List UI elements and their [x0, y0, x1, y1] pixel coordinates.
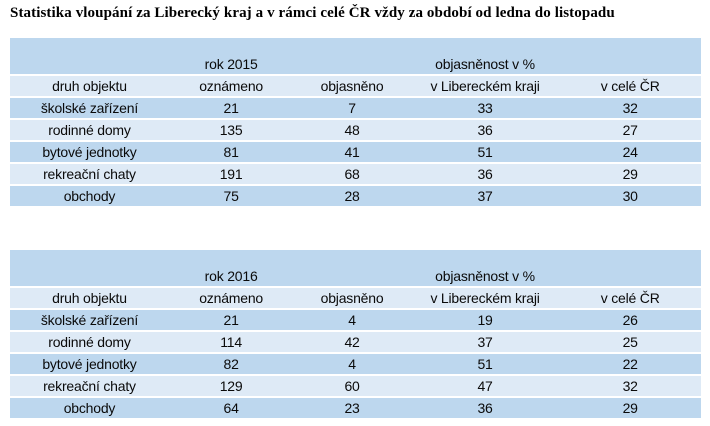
value-cell: 47	[410, 375, 560, 398]
band-spacer	[559, 250, 701, 288]
value-cell: 68	[293, 163, 411, 186]
page-title: Statistika vloupání za Liberecký kraj a …	[10, 5, 615, 21]
row-label: rekreační chaty	[10, 163, 169, 186]
row-label: bytové jednotky	[10, 353, 169, 376]
band-spacer	[10, 250, 169, 288]
value-cell: 28	[293, 185, 411, 208]
table-row: bytové jednotky 82 4 51 22	[10, 353, 701, 376]
value-cell: 33	[410, 97, 560, 120]
value-cell: 29	[559, 397, 701, 420]
value-cell: 22	[559, 353, 701, 376]
value-cell: 82	[168, 353, 294, 376]
row-label: obchody	[10, 185, 169, 208]
table-row: rekreační chaty 191 68 36 29	[10, 163, 701, 186]
value-cell: 26	[559, 309, 701, 332]
column-header-oznameno: oznámeno	[168, 287, 294, 310]
band-spacer	[293, 250, 411, 288]
value-cell: 21	[168, 97, 294, 120]
table-row: rekreační chaty 129 60 47 32	[10, 375, 701, 398]
value-cell: 32	[559, 97, 701, 120]
value-cell: 4	[293, 353, 411, 376]
value-cell: 27	[559, 119, 701, 142]
value-cell: 29	[559, 163, 701, 186]
band-spacer	[10, 38, 169, 76]
column-header-oznameno: oznámeno	[168, 75, 294, 98]
column-header-libereckem-kraji: v Libereckém kraji	[410, 287, 560, 310]
value-cell: 36	[410, 163, 560, 186]
table-row: obchody 75 28 37 30	[10, 185, 701, 208]
value-cell: 23	[293, 397, 411, 420]
value-cell: 191	[168, 163, 294, 186]
value-cell: 4	[293, 309, 411, 332]
value-cell: 37	[410, 331, 560, 354]
clearance-group-label: objasněnost v %	[410, 250, 560, 288]
value-cell: 129	[168, 375, 294, 398]
value-cell: 25	[559, 331, 701, 354]
header-row: druh objektu oznámeno objasněno v Libere…	[10, 287, 701, 310]
year-label: rok 2015	[168, 38, 294, 76]
table-row: bytové jednotky 81 41 51 24	[10, 141, 701, 164]
value-cell: 51	[410, 141, 560, 164]
band-spacer	[293, 38, 411, 76]
value-cell: 48	[293, 119, 411, 142]
band-spacer	[559, 38, 701, 76]
table-row: školské zařízení 21 7 33 32	[10, 97, 701, 120]
column-header-libereckem-kraji: v Libereckém kraji	[410, 75, 560, 98]
row-label: rodinné domy	[10, 119, 169, 142]
row-label: školské zařízení	[10, 97, 169, 120]
value-cell: 21	[168, 309, 294, 332]
band-row: rok 2015 objasněnost v %	[10, 38, 701, 76]
band-row: rok 2016 objasněnost v %	[10, 250, 701, 288]
value-cell: 30	[559, 185, 701, 208]
column-header-cele-cr: v celé ČR	[559, 75, 701, 98]
row-label: rodinné domy	[10, 331, 169, 354]
value-cell: 36	[410, 119, 560, 142]
value-cell: 42	[293, 331, 411, 354]
statistics-table-2015: rok 2015 objasněnost v % druh objektu oz…	[10, 38, 701, 208]
statistics-table-2016: rok 2016 objasněnost v % druh objektu oz…	[10, 250, 701, 420]
value-cell: 32	[559, 375, 701, 398]
column-header-druh-objektu: druh objektu	[10, 75, 169, 98]
row-label: bytové jednotky	[10, 141, 169, 164]
table-row: rodinné domy 135 48 36 27	[10, 119, 701, 142]
value-cell: 114	[168, 331, 294, 354]
value-cell: 41	[293, 141, 411, 164]
value-cell: 24	[559, 141, 701, 164]
value-cell: 51	[410, 353, 560, 376]
column-header-objasneno: objasněno	[293, 75, 411, 98]
value-cell: 36	[410, 397, 560, 420]
value-cell: 64	[168, 397, 294, 420]
value-cell: 19	[410, 309, 560, 332]
column-header-cele-cr: v celé ČR	[559, 287, 701, 310]
row-label: obchody	[10, 397, 169, 420]
value-cell: 135	[168, 119, 294, 142]
value-cell: 60	[293, 375, 411, 398]
row-label: školské zařízení	[10, 309, 169, 332]
year-label: rok 2016	[168, 250, 294, 288]
value-cell: 7	[293, 97, 411, 120]
table-row: obchody 64 23 36 29	[10, 397, 701, 420]
table-row: školské zařízení 21 4 19 26	[10, 309, 701, 332]
clearance-group-label: objasněnost v %	[410, 38, 560, 76]
row-label: rekreační chaty	[10, 375, 169, 398]
table-row: rodinné domy 114 42 37 25	[10, 331, 701, 354]
column-header-druh-objektu: druh objektu	[10, 287, 169, 310]
value-cell: 81	[168, 141, 294, 164]
value-cell: 75	[168, 185, 294, 208]
column-header-objasneno: objasněno	[293, 287, 411, 310]
value-cell: 37	[410, 185, 560, 208]
header-row: druh objektu oznámeno objasněno v Libere…	[10, 75, 701, 98]
